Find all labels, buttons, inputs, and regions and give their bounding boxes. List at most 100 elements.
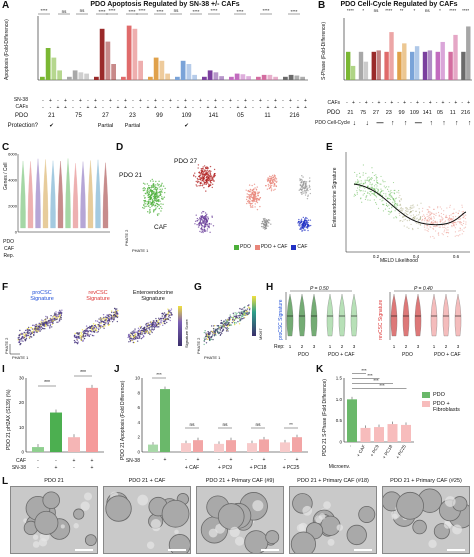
panel-d-point-pdo27 <box>193 175 195 177</box>
panel-d-point-pdo27 <box>202 168 205 170</box>
panel-e-point <box>403 225 405 227</box>
panel-f-point-ee <box>146 325 148 328</box>
panel-d-point-pdocaf <box>274 175 276 177</box>
panel-a-sn38-value: + <box>49 98 52 104</box>
panel-a-sn38-value: + <box>214 98 217 104</box>
panel-l-caption: PDO 21 + Primary CAF (#9) <box>205 478 275 484</box>
panel-d-point-caf-small <box>307 189 309 192</box>
panel-d-point-pdo27 <box>203 170 205 173</box>
panel-e-point <box>371 167 373 169</box>
panel-d-label-caf: CAF <box>154 224 167 231</box>
panel-d-point-pdocaf <box>262 227 265 229</box>
panel-a-caf-value: - <box>230 105 232 108</box>
panel-b-caf-value: - <box>397 100 399 106</box>
panel-f-point-revcsc <box>116 313 119 315</box>
panel-e-point <box>376 185 378 187</box>
panel-e-point <box>439 219 441 221</box>
panel-e-point <box>460 218 462 220</box>
panel-e-point <box>391 192 393 194</box>
panel-g-point <box>209 339 211 342</box>
panel-d-point-pdocaf <box>252 206 254 208</box>
panel-e-scatter: 0.2 0.4 0.6 <box>345 152 470 259</box>
panel-h-group-pdocaf: PDO + CAF <box>328 352 355 358</box>
panel-d-point-pdo <box>146 191 149 194</box>
panel-g-phate <box>203 296 256 346</box>
panel-f-point-revcsc <box>83 335 85 338</box>
panel-a-bar <box>256 76 261 80</box>
panel-b-cellcycle-arrow: ↑ <box>403 120 408 127</box>
panel-d-point-caf-small <box>305 216 307 219</box>
panel-f-point-ee <box>147 331 150 333</box>
panel-f-point-ee <box>145 323 147 325</box>
panel-e-point <box>410 215 412 217</box>
panel-e-point <box>358 172 361 174</box>
panel-b-cellcycle-arrow: — <box>376 120 384 127</box>
panel-f-point-procsc <box>26 331 29 333</box>
panel-d-point-pdo27 <box>209 180 212 183</box>
panel-e-point <box>382 190 384 192</box>
panel-g-point <box>224 323 226 325</box>
panel-d-point-pdocaf <box>255 200 258 203</box>
panel-e-point <box>362 172 364 174</box>
panel-f-point-ee <box>137 327 140 329</box>
panel-d-point-pdocaf <box>250 191 252 193</box>
panel-d-point-pdo27 <box>194 176 197 178</box>
panel-l-organoid <box>161 499 190 528</box>
panel-e-xtick: 0.4 <box>413 254 420 259</box>
panel-a-pdo-id: 75 <box>75 113 82 119</box>
panel-i-sn38-value: - <box>37 465 39 471</box>
panel-f-point-ee <box>131 334 134 336</box>
panel-f-point-ee <box>133 331 136 334</box>
panel-d-point-pdocaf <box>266 220 268 223</box>
panel-e-point <box>369 181 371 183</box>
panel-a-caf-value: + <box>147 105 150 108</box>
panel-d-point-pdo27 <box>207 175 210 177</box>
panel-j-bar <box>214 443 224 452</box>
panel-j-bar <box>181 443 191 452</box>
panel-f-sig-ee: Enteroendocrine Signature <box>132 290 174 302</box>
panel-e-point <box>360 189 362 192</box>
panel-k: K PDO 21 S-Phase (Fold Difference) 0 0.5 1… <box>316 364 474 474</box>
panel-d-point-pdo <box>149 208 151 211</box>
panel-e-point <box>437 232 440 234</box>
panel-j-sn38-value: + <box>230 457 233 463</box>
panel-f-point-procsc <box>49 326 51 328</box>
panel-f-point-revcsc <box>81 329 84 331</box>
panel-g-point <box>223 320 225 322</box>
panel-e-point <box>455 211 457 213</box>
panel-f-point-revcsc <box>97 330 99 333</box>
panel-f-point-procsc <box>23 331 25 334</box>
panel-a-caf-value: + <box>214 105 217 108</box>
panel-f-point-procsc <box>27 329 29 331</box>
panel-d-point-caf-small <box>304 186 307 189</box>
panel-e-point <box>419 216 422 218</box>
panel-e-point <box>365 197 367 199</box>
panel-f-point-revcsc <box>107 322 109 325</box>
panel-d-point-caf-small <box>306 185 308 187</box>
panel-b-caf-value: - <box>359 100 361 106</box>
panel-b-pdo-id: 216 <box>460 110 471 116</box>
panel-d-point-pdocaf <box>246 193 248 195</box>
panel-f-point-revcsc <box>101 320 104 322</box>
panel-k-microenv-label: Microenv. <box>328 464 350 470</box>
panel-f-point-procsc <box>38 322 40 325</box>
panel-f-point-revcsc <box>97 329 100 331</box>
panel-d-point-pdo <box>162 203 164 205</box>
panel-f-point-ee <box>163 320 165 322</box>
panel-d-point-pdo <box>155 180 157 183</box>
panel-a-bar <box>246 76 251 80</box>
panel-d-point-pdocaf <box>251 200 253 202</box>
panel-e-point <box>388 207 390 210</box>
panel-e-point <box>379 191 382 194</box>
panel-a-chart: **** ns ns **** **** **** **** **** ns **** **** **… <box>37 8 308 108</box>
panel-f-point-procsc <box>38 323 40 326</box>
panel-f-point-revcsc <box>116 320 119 323</box>
panel-a-bar <box>126 25 132 81</box>
panel-f-point-ee <box>163 318 165 321</box>
panel-j-bar <box>259 439 269 452</box>
panel-f-point-revcsc <box>110 317 112 319</box>
panel-d-point-pdocaf <box>257 199 259 201</box>
panel-d-point-caf <box>202 225 204 227</box>
panel-d-point-pdo <box>144 187 146 190</box>
panel-e-point <box>359 176 361 178</box>
